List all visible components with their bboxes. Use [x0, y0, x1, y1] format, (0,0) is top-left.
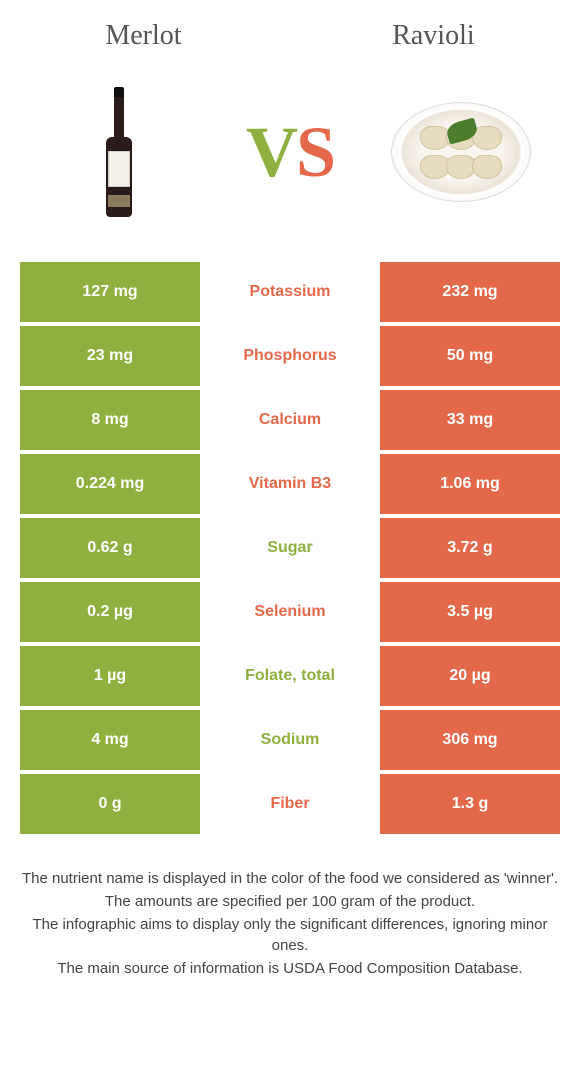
nutrient-label: Potassium [200, 262, 380, 322]
table-row: 23 mgPhosphorus50 mg [20, 326, 560, 386]
nutrient-label: Fiber [200, 774, 380, 834]
footer-line: The amounts are specified per 100 gram o… [20, 891, 560, 912]
value-b: 232 mg [380, 262, 560, 322]
value-a: 1 µg [20, 646, 200, 706]
value-a: 0.2 µg [20, 582, 200, 642]
table-row: 0.224 mgVitamin B31.06 mg [20, 454, 560, 514]
table-row: 0.2 µgSelenium3.5 µg [20, 582, 560, 642]
value-a: 4 mg [20, 710, 200, 770]
table-row: 0 gFiber1.3 g [20, 774, 560, 834]
ravioli-plate-icon [391, 102, 531, 202]
table-row: 127 mgPotassium232 mg [20, 262, 560, 322]
images-row: VS [0, 62, 580, 262]
value-a: 127 mg [20, 262, 200, 322]
wine-bottle-icon [106, 87, 132, 217]
value-b: 3.72 g [380, 518, 560, 578]
table-row: 8 mgCalcium33 mg [20, 390, 560, 450]
value-b: 3.5 µg [380, 582, 560, 642]
nutrient-label: Selenium [200, 582, 380, 642]
nutrient-label: Sodium [200, 710, 380, 770]
vs-s: S [296, 112, 334, 192]
value-a: 0.62 g [20, 518, 200, 578]
nutrient-label: Vitamin B3 [200, 454, 380, 514]
nutrient-label: Phosphorus [200, 326, 380, 386]
table-row: 0.62 gSugar3.72 g [20, 518, 560, 578]
value-b: 1.3 g [380, 774, 560, 834]
footer-line: The infographic aims to display only the… [20, 914, 560, 956]
footer-line: The nutrient name is displayed in the co… [20, 868, 560, 889]
value-b: 306 mg [380, 710, 560, 770]
value-a: 8 mg [20, 390, 200, 450]
value-b: 33 mg [380, 390, 560, 450]
vs-v: V [246, 112, 296, 192]
comparison-table: 127 mgPotassium232 mg23 mgPhosphorus50 m… [0, 262, 580, 834]
value-b: 1.06 mg [380, 454, 560, 514]
value-a: 0 g [20, 774, 200, 834]
value-b: 50 mg [380, 326, 560, 386]
nutrient-label: Sugar [200, 518, 380, 578]
nutrient-label: Folate, total [200, 646, 380, 706]
table-row: 4 mgSodium306 mg [20, 710, 560, 770]
header: Merlot Ravioli [0, 0, 580, 62]
footer-line: The main source of information is USDA F… [20, 958, 560, 979]
value-b: 20 µg [380, 646, 560, 706]
footer-notes: The nutrient name is displayed in the co… [0, 838, 580, 979]
value-a: 23 mg [20, 326, 200, 386]
nutrient-label: Calcium [200, 390, 380, 450]
value-a: 0.224 mg [20, 454, 200, 514]
food-b-title: Ravioli [392, 20, 474, 52]
food-a-title: Merlot [105, 20, 181, 52]
food-a-image [49, 82, 189, 222]
table-row: 1 µgFolate, total20 µg [20, 646, 560, 706]
food-b-image [391, 82, 531, 222]
vs-label: VS [246, 111, 334, 194]
